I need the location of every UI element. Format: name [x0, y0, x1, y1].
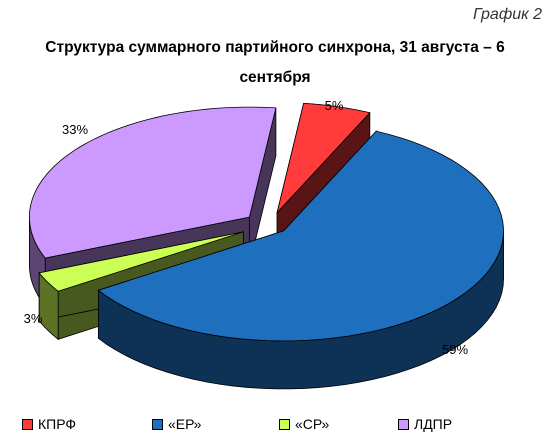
chart-legend: КПРФ «ЕР» «СР» ЛДПР: [22, 416, 542, 436]
legend-item-kprf: КПРФ: [22, 416, 76, 432]
pie-slice-er: [97, 130, 504, 390]
pie-top-sr: [38, 231, 244, 292]
legend-label-sr: «СР»: [295, 416, 330, 432]
legend-item-ldpr: ЛДПР: [398, 416, 452, 432]
data-label-ldpr: 33%: [62, 122, 88, 137]
data-label-kprf: 5%: [325, 98, 344, 113]
legend-swatch-sr: [279, 418, 290, 430]
legend-swatch-er: [152, 418, 163, 430]
pie-top-kprf: [276, 102, 371, 214]
legend-label-kprf: КПРФ: [38, 416, 77, 432]
legend-swatch-ldpr: [398, 418, 409, 430]
legend-label-ldpr: ЛДПР: [414, 416, 453, 432]
figure-caption: График 2: [473, 6, 542, 23]
legend-item-er: «ЕР»: [152, 416, 201, 432]
pie-top-ldpr: [28, 106, 277, 259]
legend-swatch-kprf: [22, 418, 33, 430]
chart-title-line-2: сентября: [239, 69, 311, 86]
chart-title: Структура суммарного партийного синхрона…: [0, 33, 550, 93]
legend-label-er: «ЕР»: [168, 416, 202, 432]
chart-title-line-1: Структура суммарного партийного синхрона…: [45, 39, 505, 56]
data-label-sr: 3%: [24, 311, 43, 326]
data-label-er: 59%: [442, 342, 468, 357]
pie-top-er: [97, 130, 504, 342]
legend-item-sr: «СР»: [279, 416, 329, 432]
